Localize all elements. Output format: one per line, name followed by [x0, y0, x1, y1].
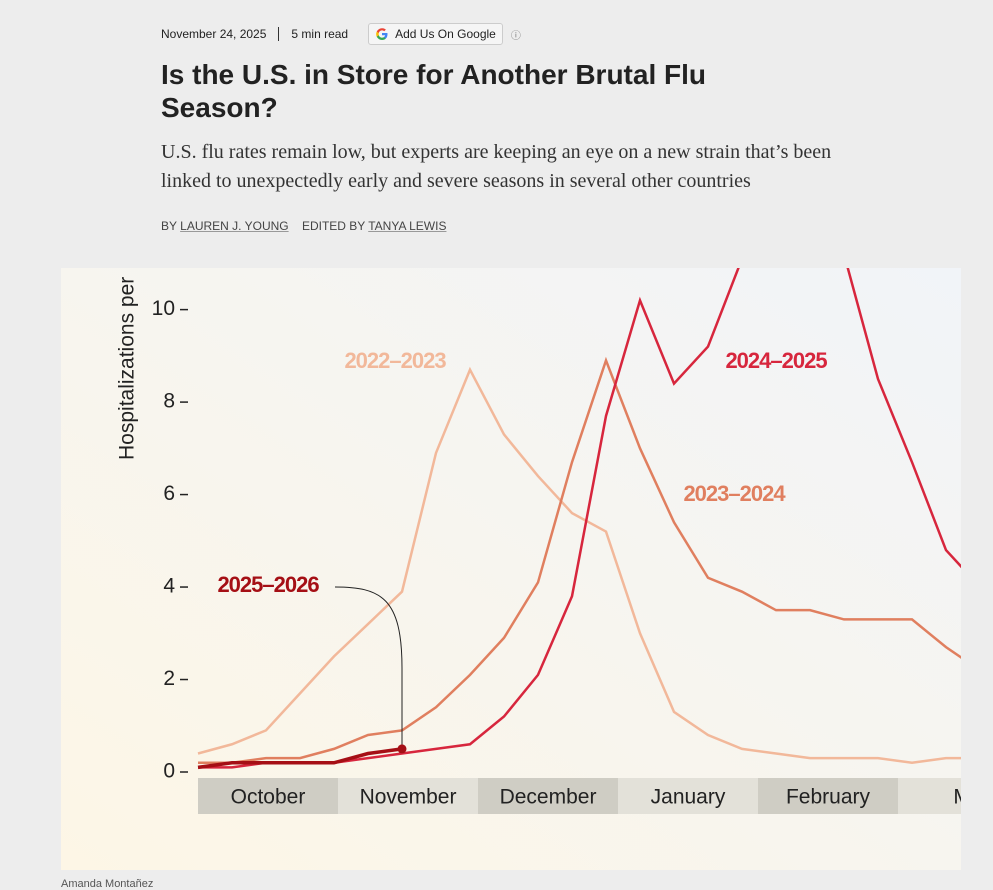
- series-label: 2023–2024: [683, 481, 786, 506]
- series-label: 2025–2026: [217, 572, 319, 597]
- date: November 24, 2025: [161, 27, 267, 41]
- subtitle: U.S. flu rates remain low, but experts a…: [161, 141, 832, 192]
- x-tick-label: Ma: [953, 786, 961, 809]
- month-band: [758, 778, 898, 814]
- chart: Hospitalizations per October November Dece…: [61, 268, 961, 870]
- edited-prefix: EDITED BY: [301, 219, 366, 233]
- month-band: [478, 778, 618, 814]
- end-point: [397, 744, 407, 754]
- y-tick-label: 8: [163, 390, 175, 413]
- month-band: [618, 778, 758, 814]
- y-tick-label: 0: [163, 760, 175, 783]
- author[interactable]: LAUREN J. YOUNG: [180, 219, 289, 233]
- y-tick-label: 4: [163, 575, 175, 598]
- series-label: 2022–2023: [344, 348, 446, 373]
- x-tick-label: October: [231, 786, 306, 809]
- x-tick-label: November: [360, 786, 457, 809]
- month-band: [198, 778, 338, 814]
- editor[interactable]: TANYA LEWIS: [368, 219, 447, 233]
- y-tick-label: 10: [152, 297, 175, 320]
- month-band: [898, 778, 961, 814]
- meta: November 24, 2025 5 min read Add Us On G…: [161, 22, 521, 46]
- series-label: 2024–2025: [725, 348, 827, 373]
- title: Is the U.S. in Store for Another Brutal …: [161, 59, 706, 123]
- series-line: [197, 366, 961, 765]
- x-tick-label: January: [651, 786, 726, 809]
- byline: BY LAUREN J. YOUNG EDITED BY TANYA LEWIS: [161, 219, 446, 233]
- chart-background: [61, 268, 961, 870]
- plot-area: [197, 268, 961, 770]
- info-icon[interactable]: ⓘ: [510, 30, 521, 42]
- y-axis-label: Hospitalizations per: [116, 277, 139, 460]
- credit: Amanda Montañez: [61, 878, 154, 890]
- series-line: [198, 356, 961, 765]
- series-line: [197, 747, 403, 770]
- google-button[interactable]: Add Us On Google: [368, 23, 503, 45]
- x-tick-label: February: [786, 786, 871, 809]
- y-tick-label: 6: [163, 482, 175, 505]
- month-band: [338, 778, 478, 814]
- read-time: 5 min read: [291, 27, 349, 41]
- y-tick-label: 2: [163, 667, 175, 690]
- google-button-label: Add Us On Google: [395, 27, 496, 41]
- by-prefix: BY: [161, 219, 177, 233]
- annotation-connector: [334, 586, 403, 749]
- x-tick-label: December: [500, 786, 597, 809]
